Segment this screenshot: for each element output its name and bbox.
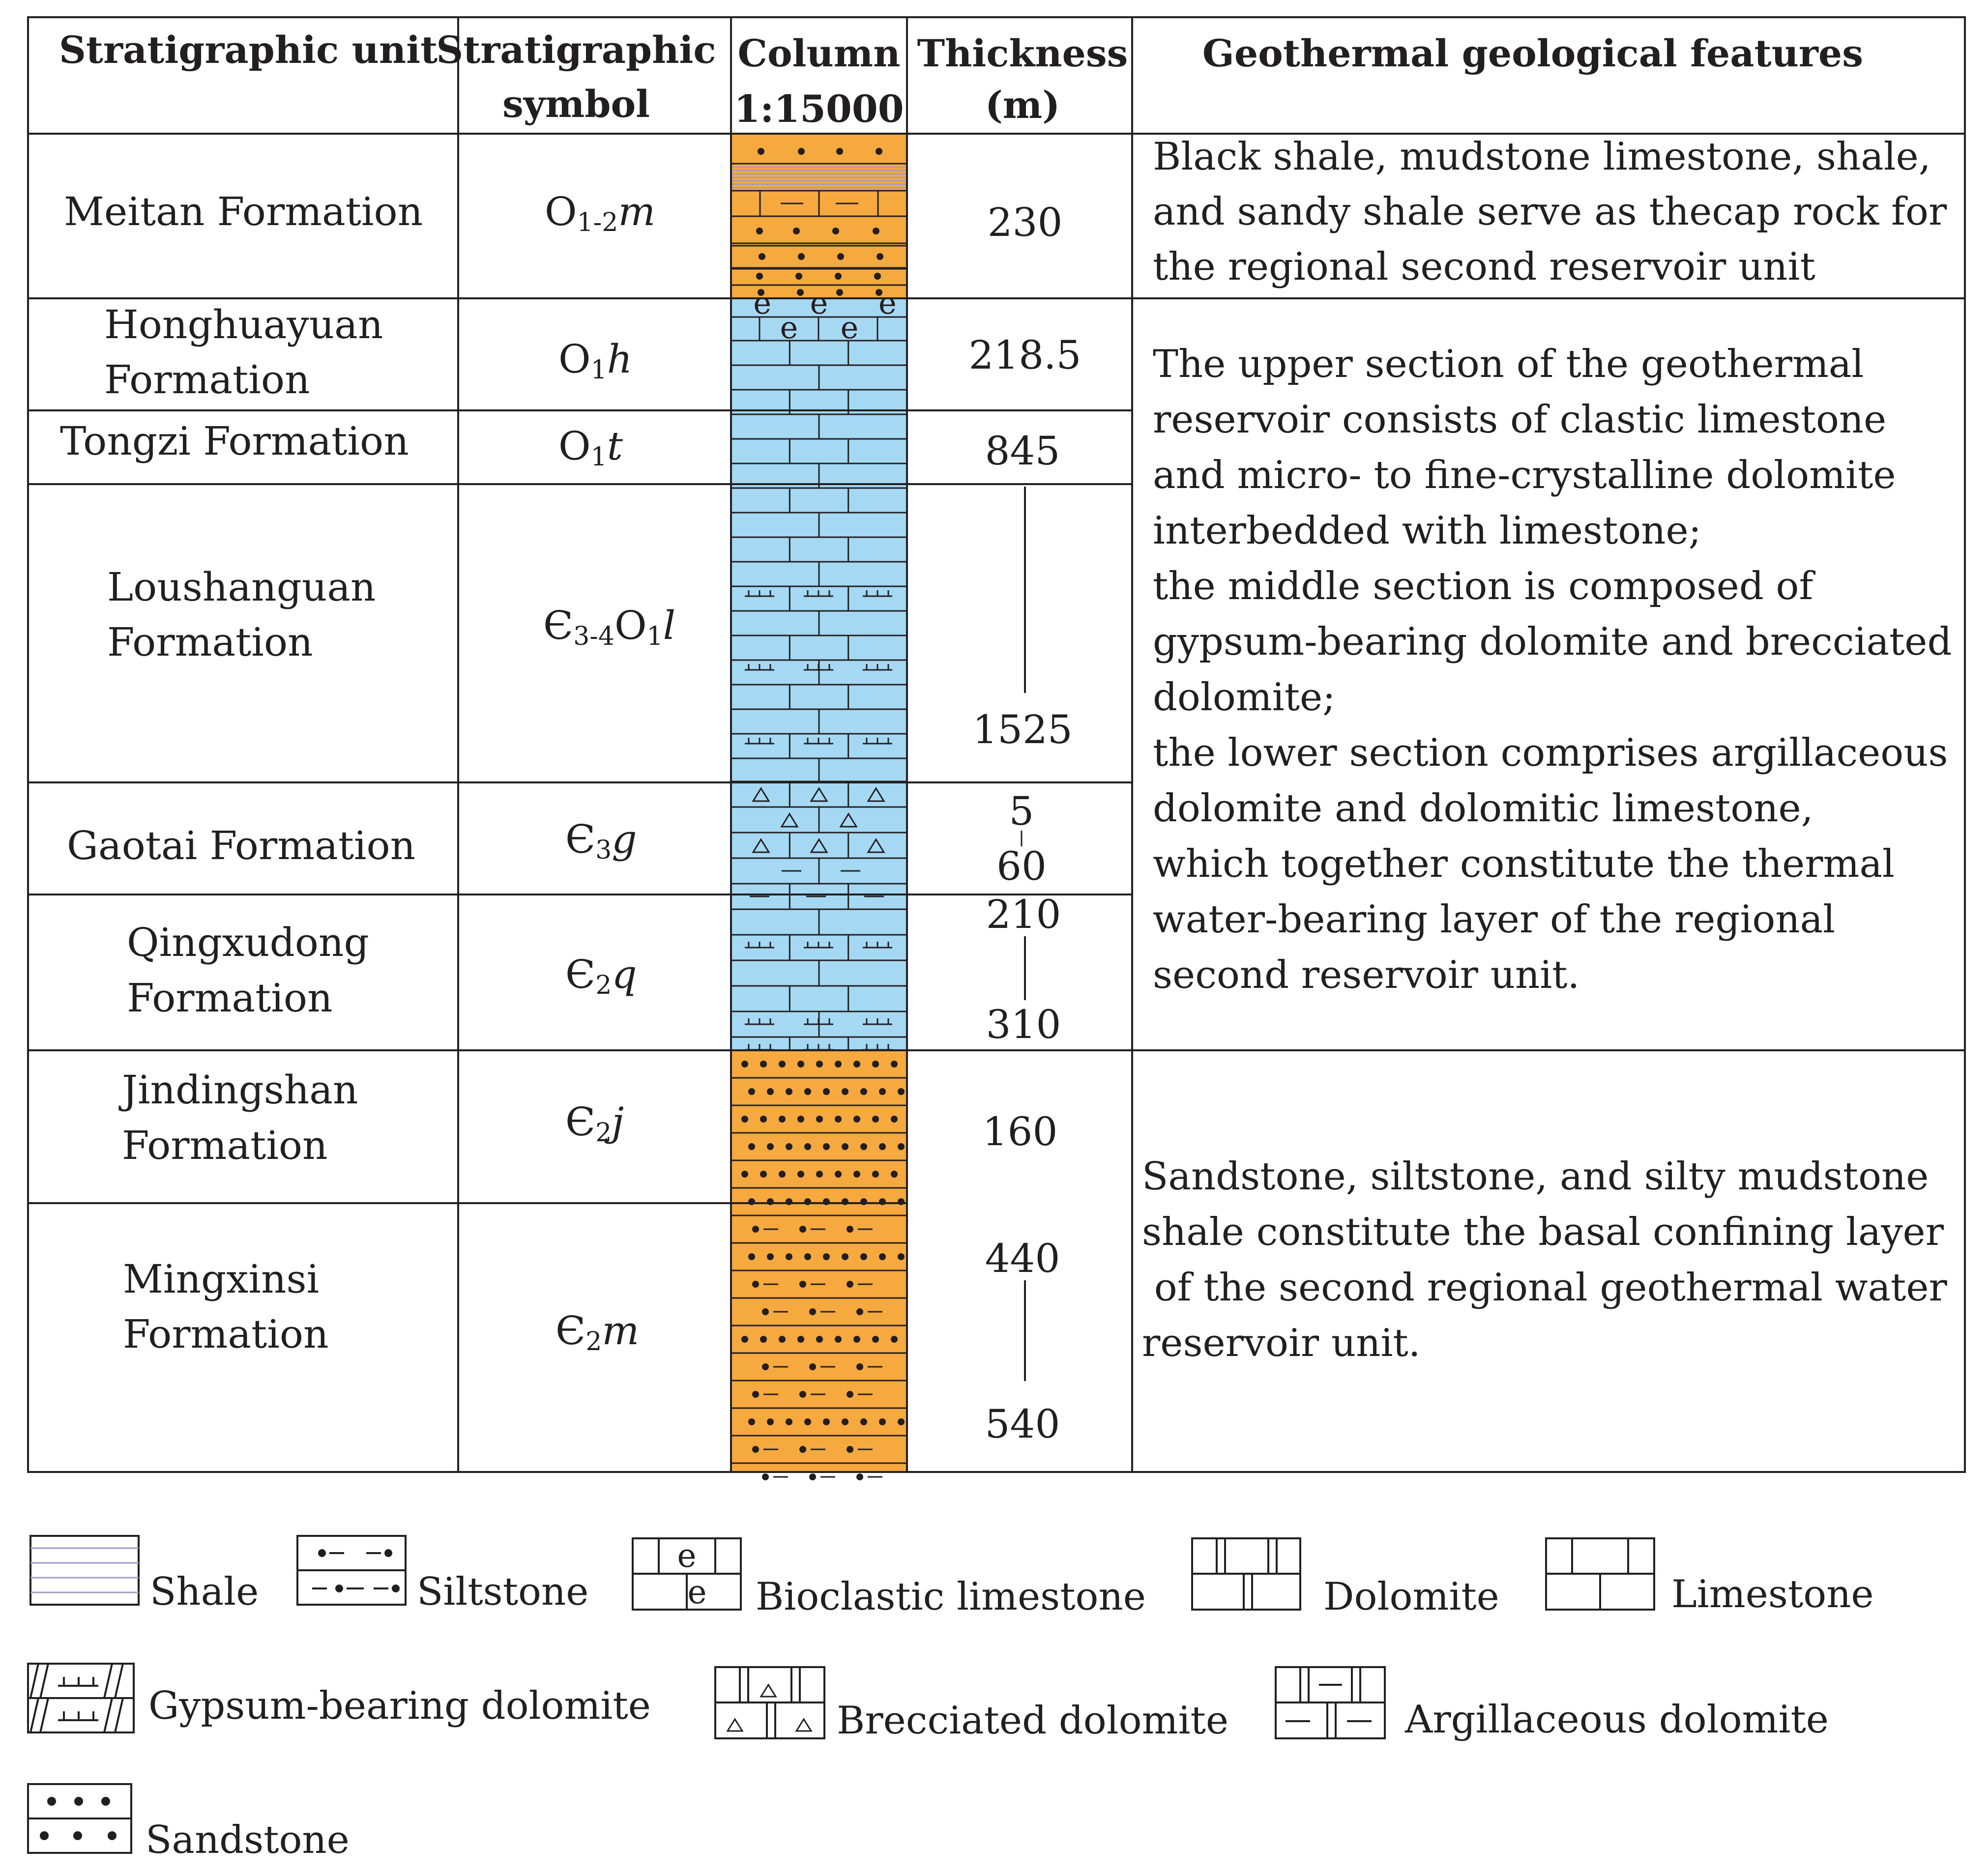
feature-line: shale constitute the basal confining lay…	[1142, 1210, 1944, 1254]
header-column-scale: 1:15000	[734, 87, 904, 131]
thickness-value: 230	[988, 200, 1063, 245]
legend-label-gypsum-bearing-dolomite: Gypsum-bearing dolomite	[148, 1684, 651, 1728]
stratigraphic-symbol: Є2j	[565, 1099, 624, 1148]
thickness-merge-gap	[908, 485, 1131, 488]
legend-label-sandstone: Sandstone	[146, 1818, 350, 1862]
formation-name: Formation	[107, 619, 313, 665]
thickness-value: 440	[985, 1236, 1060, 1281]
feature-line: reservoir unit.	[1142, 1321, 1421, 1365]
feature-line: second reservoir unit.	[1153, 953, 1579, 997]
table-outline	[27, 16, 1966, 1473]
stratigraphic-symbol: O1h	[558, 336, 632, 385]
feature-line: gypsum-bearing dolomite and brecciated	[1153, 620, 1952, 664]
thickness-merge-gap	[908, 1202, 1131, 1205]
legend-label-bioclastic-limestone: Bioclastic limestone	[756, 1575, 1146, 1619]
legend-label-brecciated-dolomite: Brecciated dolomite	[837, 1699, 1228, 1743]
feature-line: the middle section is composed of	[1153, 564, 1815, 608]
stratigraphic-symbol: Є3-4O1l	[543, 603, 675, 651]
thickness-value: 845	[985, 428, 1060, 474]
feature-line: the regional second reservoir unit	[1153, 245, 1815, 289]
stratigraphic-symbols: O1-2m O1h O1t Є3-4O1l Є3g Є2q Є2j Є2m	[543, 189, 675, 1356]
legend: ee	[27, 1535, 1655, 1854]
thickness-value: 310	[986, 1002, 1061, 1047]
legend-label-shale: Shale	[150, 1570, 259, 1614]
formation-name: Qingxudong	[127, 920, 369, 965]
header-geothermal-features: Geothermal geological features	[1202, 31, 1863, 75]
stratigraphic-symbol: O1t	[558, 423, 623, 472]
formation-name: Honghuayuan	[104, 302, 383, 347]
bioclastic-e-symbol: e	[780, 310, 798, 346]
formation-name: Formation	[123, 1311, 329, 1357]
table-grid	[27, 16, 1966, 1473]
stratigraphic-symbol: Є3g	[565, 816, 637, 865]
stratigraphic-symbol: O1-2m	[545, 189, 655, 237]
formation-name: Formation	[122, 1123, 328, 1168]
feature-line: and sandy shale serve as thecap rock for	[1153, 190, 1947, 234]
feature-line: reservoir consists of clastic limestone	[1153, 398, 1886, 442]
formation-name: Formation	[104, 357, 310, 403]
thickness-value: 1525	[972, 707, 1073, 752]
formation-name: Mingxinsi	[123, 1256, 319, 1302]
bioclastic-e-symbol: e	[810, 285, 828, 321]
legend-label-dolomite: Dolomite	[1323, 1575, 1499, 1619]
formation-name: Gaotai Formation	[67, 823, 415, 868]
header-stratigraphic-symbol-line2: symbol	[502, 82, 650, 126]
bioclastic-e-symbol: e	[841, 310, 859, 346]
stratigraphic-symbol: Є2m	[555, 1308, 639, 1356]
header-column-line1: Column	[738, 31, 901, 75]
lithology-column: e e ee e	[730, 133, 908, 1480]
svg-text:e: e	[687, 1573, 706, 1611]
feature-line: Sandstone, siltstone, and silty mudstone	[1142, 1154, 1929, 1199]
feature-line: Black shale, mudstone limestone, shale,	[1153, 135, 1931, 179]
legend-label-limestone: Limestone	[1671, 1572, 1874, 1616]
legend-label-argillaceous-dolomite: Argillaceous dolomite	[1404, 1698, 1829, 1742]
legend-label-siltstone: Siltstone	[417, 1570, 588, 1614]
svg-text:e: e	[677, 1537, 696, 1575]
formation-name: Loushanguan	[107, 564, 376, 610]
bioclastic-e-symbol: e	[878, 285, 897, 321]
stratigraphic-symbol: Є2q	[565, 952, 637, 1000]
formation-name: Meitan Formation	[64, 189, 423, 234]
table-header: Stratigraphic unit Stratigraphic symbol …	[59, 28, 1863, 131]
feature-line: the lower section comprises argillaceous	[1153, 731, 1948, 775]
thickness-value: 210	[986, 892, 1061, 937]
thickness-value: 5	[1009, 788, 1034, 834]
formation-name: Tongzi Formation	[60, 418, 409, 464]
formation-names: Meitan Formation Honghuayuan Formation T…	[60, 189, 423, 1357]
feature-line: which together constitute the thermal	[1153, 842, 1895, 886]
header-thickness-line1: Thickness	[917, 31, 1128, 75]
feature-line: The upper section of the geothermal	[1153, 342, 1864, 386]
feature-line: of the second regional geothermal water	[1142, 1266, 1948, 1310]
thickness-value: 540	[985, 1401, 1060, 1447]
bioclastic-e-symbol: e	[753, 285, 771, 321]
feature-line: dolomite;	[1153, 675, 1336, 720]
feature-line: dolomite and dolomitic limestone,	[1153, 786, 1813, 831]
formation-name: Formation	[127, 975, 333, 1021]
header-thickness-unit: (m)	[985, 83, 1060, 127]
header-stratigraphic-unit: Stratigraphic unit	[59, 28, 438, 72]
header-stratigraphic-symbol-line1: Stratigraphic	[436, 28, 716, 72]
thickness-value: 160	[983, 1109, 1058, 1154]
feature-line: interbedded with limestone;	[1153, 509, 1701, 553]
formation-name: Jindingshan	[118, 1067, 358, 1113]
feature-line: water-bearing layer of the regional	[1153, 897, 1835, 942]
thickness-value: 60	[996, 843, 1047, 889]
legend-labels: Shale Siltstone Bioclastic limestone Dol…	[146, 1570, 1874, 1862]
thickness-values: 230 218.5 845 1525 5 60 210 310 160 440 …	[968, 200, 1081, 1447]
feature-line: and micro- to fine-crystalline dolomite	[1153, 453, 1896, 497]
legend-swatch-shale	[29, 1535, 140, 1606]
thickness-value: 218.5	[968, 332, 1081, 378]
geothermal-features: Black shale, mudstone limestone, shale, …	[1142, 135, 1952, 1365]
